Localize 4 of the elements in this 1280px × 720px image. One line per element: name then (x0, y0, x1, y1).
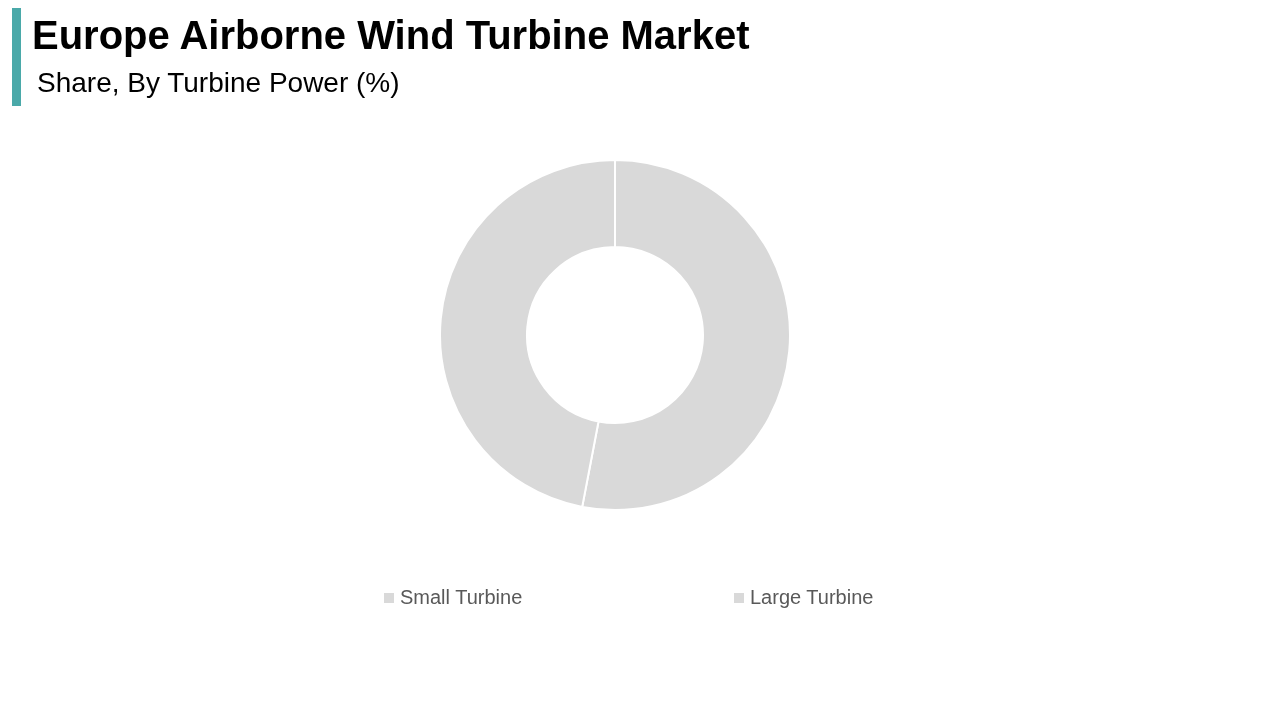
legend-label: Small Turbine (400, 586, 523, 609)
legend-label: Large Turbine (750, 586, 874, 609)
chart-subtitle: Share, By Turbine Power (%) (37, 66, 400, 100)
chart-title: Europe Airborne Wind Turbine Market (32, 12, 750, 58)
